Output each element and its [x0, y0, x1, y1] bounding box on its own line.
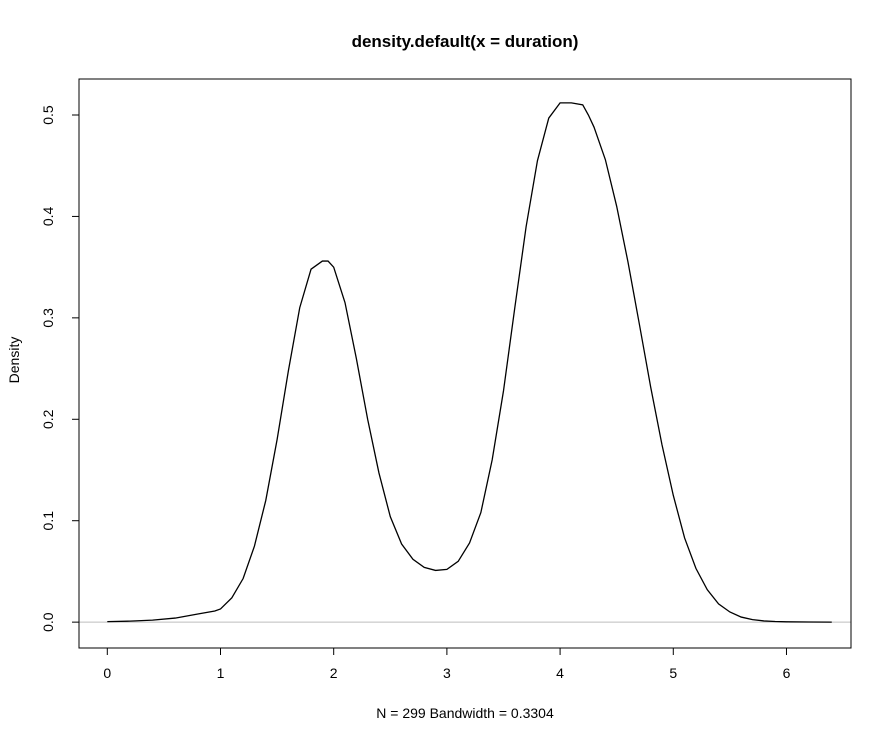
x-tick-label: 1: [217, 665, 225, 681]
x-axis: 0 1 2 3 4 5 6: [103, 647, 791, 681]
x-tick-label: 5: [669, 665, 677, 681]
x-tick-label: 3: [443, 665, 451, 681]
y-tick-label: 0.0: [40, 612, 56, 632]
y-axis-title: Density: [6, 337, 22, 384]
x-tick-label: 0: [103, 665, 111, 681]
density-curve: [107, 102, 832, 623]
y-tick-label: 0.2: [40, 409, 56, 429]
x-tick-label: 6: [783, 665, 791, 681]
x-tick-label: 2: [330, 665, 338, 681]
y-tick-label: 0.5: [40, 105, 56, 125]
y-tick-label: 0.1: [40, 511, 56, 531]
plot-frame: [78, 78, 852, 649]
y-axis: 0.0 0.1 0.2 0.3 0.4 0.5: [40, 105, 80, 632]
y-tick-label: 0.3: [40, 308, 56, 328]
x-tick-label: 4: [556, 665, 564, 681]
y-tick-label: 0.4: [40, 206, 56, 226]
chart-title: density.default(x = duration): [352, 32, 579, 51]
x-axis-title: N = 299 Bandwidth = 0.3304: [376, 705, 554, 721]
